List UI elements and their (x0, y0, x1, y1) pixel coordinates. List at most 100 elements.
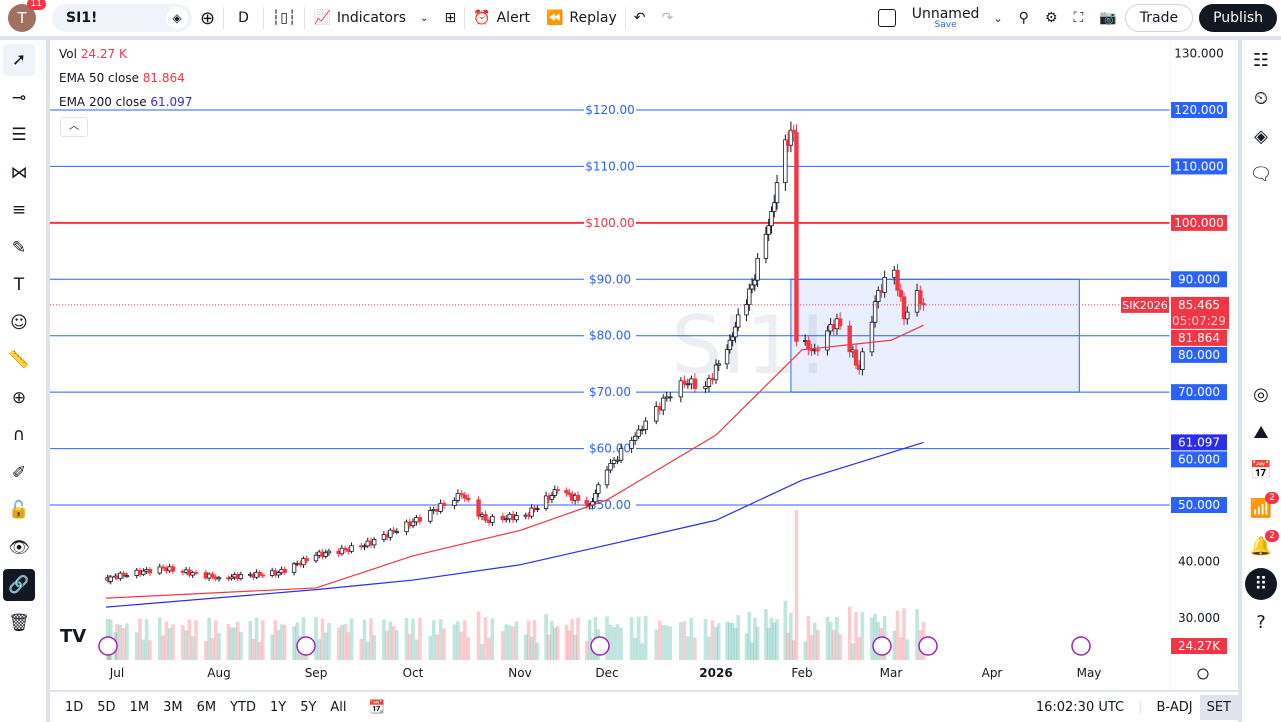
help-button[interactable]: ? (1245, 606, 1277, 638)
back-adjust-toggle[interactable]: B-ADJ (1156, 699, 1193, 715)
fullscreen-button[interactable]: ⛶ (1066, 0, 1092, 36)
candle-body (847, 325, 852, 353)
interval-button[interactable]: D (224, 0, 263, 36)
symbol-search[interactable]: SI1! ◈ (52, 4, 192, 32)
collapse-legend-button[interactable]: ︿ (60, 117, 88, 137)
snapshot-button[interactable]: 📷 (1091, 0, 1124, 36)
chat-button[interactable]: 🗨 (1245, 158, 1277, 190)
publish-button[interactable]: Publish (1199, 4, 1277, 32)
range-1y[interactable]: 1Y (269, 699, 287, 715)
range-3m[interactable]: 3M (163, 699, 183, 715)
indicators-button[interactable]: 📈 Indicators ⌄ (305, 0, 436, 36)
trash-icon: 🗑 (8, 612, 30, 633)
date-range-icon[interactable]: 📆 (368, 699, 385, 715)
candle-body (657, 406, 662, 411)
diamond-icon[interactable]: ◈ (166, 7, 188, 29)
trend-line-tool[interactable]: ⊸ (3, 82, 35, 114)
lock-tool[interactable]: 🔓 (3, 494, 35, 526)
volume-bar (744, 633, 749, 660)
user-avatar[interactable]: T 11 (8, 0, 46, 32)
candle-body (636, 429, 641, 437)
volume-bar (657, 620, 662, 660)
redo-button[interactable]: ↷ (653, 0, 681, 36)
range-1m[interactable]: 1M (129, 699, 150, 715)
candle-body (682, 380, 687, 385)
forecast-tool[interactable]: ≡ (3, 194, 35, 226)
candle-body (806, 340, 811, 350)
volume-bar (411, 618, 415, 660)
text-tool[interactable]: T (3, 269, 35, 301)
volume-bar (121, 628, 126, 660)
alerts-panel-button[interactable]: ⏲ (1245, 82, 1277, 114)
volume-bar (529, 636, 534, 660)
range-5y[interactable]: 5Y (300, 699, 317, 715)
volume-bar (576, 617, 580, 660)
range-5d[interactable]: 5D (97, 699, 116, 715)
avatar-letter: T (17, 9, 27, 27)
range-all[interactable]: All (330, 699, 347, 715)
volume-bar (336, 627, 341, 660)
chart-type-button[interactable]: ┆▯┆ (264, 0, 305, 36)
lock-draw-tool[interactable]: ✐ (3, 457, 35, 489)
candle-body (549, 495, 555, 500)
layout-button[interactable]: Unnamed Save ⌄ (870, 0, 1011, 36)
volume-bar (282, 624, 287, 660)
volume-bar (544, 613, 548, 660)
ema200-line (105, 441, 924, 608)
candle-body (108, 576, 113, 582)
volume-bar (619, 627, 623, 660)
price-chart[interactable]: SI1! $120.00 $110.00 $100.00 $90.00 $80.00 $70… (50, 40, 1238, 690)
notifications-button[interactable]: 🔔 2 (1245, 530, 1279, 562)
range-6m[interactable]: 6M (196, 699, 217, 715)
cursor-tool[interactable]: ➚ (3, 44, 35, 76)
fib-icon: ☰ (11, 125, 27, 145)
volume-bar (847, 606, 852, 660)
brush-tool[interactable]: ✎ (3, 232, 35, 264)
settings-button[interactable]: ⚙ (1037, 0, 1066, 36)
candle-body (692, 378, 698, 389)
range-ytd[interactable]: YTD (230, 699, 256, 715)
measure-tool[interactable]: 📏 (3, 344, 35, 376)
pattern-tool[interactable]: ⋈ (3, 157, 35, 189)
candle-body (752, 279, 758, 286)
layers-button[interactable]: ◈ (1245, 120, 1277, 152)
symbol-name: SI1! (66, 10, 98, 26)
time-axis-label: Feb (791, 666, 812, 680)
quick-search-button[interactable]: ⚲ (1011, 0, 1037, 36)
replay-button[interactable]: ⏪ Replay (538, 0, 625, 36)
feed-button[interactable]: 📶 2 (1245, 492, 1279, 524)
target-button[interactable]: ◎ (1245, 378, 1277, 410)
trade-button[interactable]: Trade (1124, 4, 1194, 32)
plus-circle-icon: ⊕ (200, 7, 216, 29)
undo-icon: ↶ (633, 10, 646, 26)
zoom-tool[interactable]: ⊕ (3, 382, 35, 414)
magnet-tool[interactable]: ∩ (3, 419, 35, 451)
candle-body (703, 386, 708, 389)
link-tool[interactable]: 🔗 (3, 569, 35, 601)
delete-tool[interactable]: 🗑 (3, 607, 35, 639)
settlement-toggle[interactable]: SET (1199, 694, 1238, 720)
chart-pane[interactable]: SI1! $120.00 $110.00 $100.00 $90.00 $80.00 $70… (50, 40, 1238, 690)
ideas-button[interactable]: ⛰ (1245, 416, 1277, 448)
volume-bar (851, 643, 855, 660)
calendar-button[interactable]: 📅 (1245, 454, 1277, 486)
watchlist-button[interactable]: ☷ (1245, 44, 1277, 76)
alert-button[interactable]: ⏰ Alert (465, 0, 538, 36)
hline-label-bg (584, 384, 636, 401)
candle-body (639, 429, 645, 431)
time-axis-label: Sep (305, 666, 328, 680)
replay-label: Replay (569, 10, 617, 26)
undo-button[interactable]: ↶ (626, 0, 654, 36)
chevron-down-icon[interactable]: ⌄ (993, 11, 1003, 25)
clock-time[interactable]: 16:02:30 UTC (1035, 699, 1125, 715)
apps-button[interactable]: ⠿ (1245, 568, 1277, 600)
volume-bar (232, 627, 237, 660)
volume-bar (148, 640, 152, 660)
add-symbol-button[interactable]: ⊕ (192, 0, 223, 36)
chevron-down-icon[interactable]: ⌄ (420, 12, 429, 24)
emoji-tool[interactable]: ☺ (3, 307, 35, 339)
hide-tool[interactable]: 👁 (3, 532, 35, 564)
range-1d[interactable]: 1D (65, 699, 84, 715)
fib-tool[interactable]: ☰ (3, 119, 35, 151)
templates-button[interactable]: ⊞ (436, 0, 464, 36)
